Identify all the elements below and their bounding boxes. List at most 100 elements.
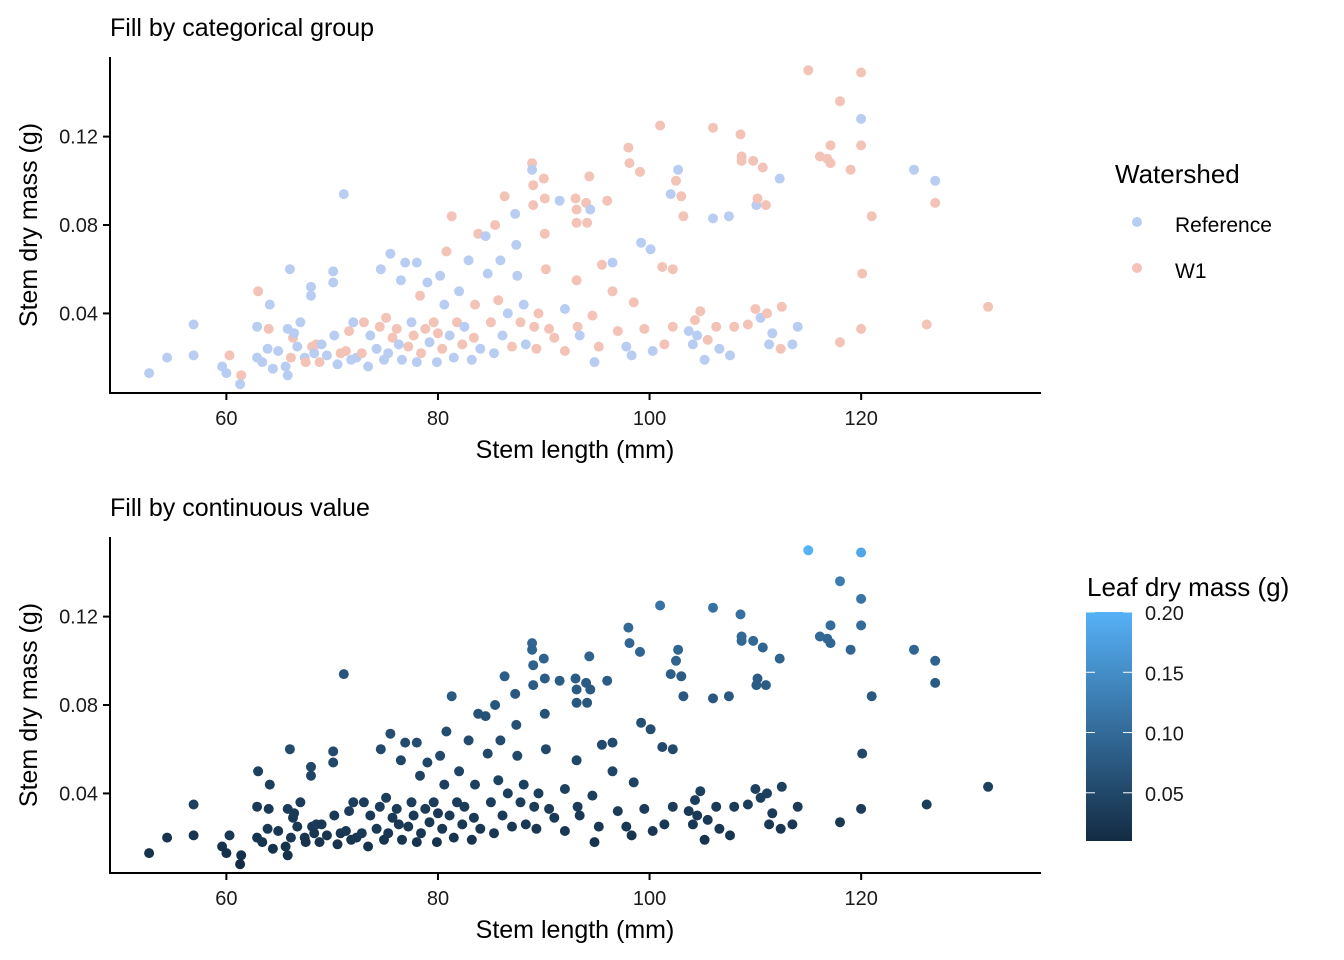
data-point xyxy=(415,770,425,781)
data-point xyxy=(328,266,339,277)
data-point xyxy=(371,823,382,834)
data-point xyxy=(714,343,725,354)
data-point xyxy=(374,801,385,812)
data-point xyxy=(144,848,155,859)
x-axis-title: Stem length (mm) xyxy=(476,436,675,464)
data-point xyxy=(314,837,325,848)
data-point xyxy=(572,801,583,812)
data-point xyxy=(571,684,582,695)
data-point xyxy=(306,290,316,301)
data-point xyxy=(457,819,468,830)
data-point xyxy=(538,173,549,184)
legend-label-w1: W1 xyxy=(1175,260,1207,283)
data-point xyxy=(433,328,443,339)
data-point xyxy=(406,317,417,328)
colorbar xyxy=(1086,612,1132,841)
data-point xyxy=(162,352,173,363)
data-point xyxy=(655,120,666,131)
data-point xyxy=(930,677,941,688)
data-point xyxy=(340,826,351,836)
data-point xyxy=(607,737,618,748)
data-point xyxy=(803,545,814,556)
data-point xyxy=(711,801,722,812)
data-point xyxy=(752,673,763,684)
data-point xyxy=(624,158,635,169)
data-point xyxy=(692,330,703,341)
data-point xyxy=(856,323,867,334)
y-tick-label: 0.08 xyxy=(59,215,98,237)
data-point xyxy=(665,189,676,200)
data-point xyxy=(224,350,235,361)
data-point xyxy=(454,286,465,297)
legend-item-w1: W1 xyxy=(1132,260,1207,283)
data-point xyxy=(236,850,247,861)
data-point xyxy=(383,348,394,359)
data-point xyxy=(825,620,836,631)
data-point xyxy=(711,321,722,332)
data-point xyxy=(528,660,539,671)
data-point xyxy=(587,790,598,801)
data-point xyxy=(511,239,522,250)
data-point xyxy=(485,797,496,808)
data-point xyxy=(475,343,486,354)
data-point xyxy=(391,323,402,334)
data-point xyxy=(857,268,868,279)
data-point xyxy=(457,339,468,350)
data-point xyxy=(381,312,392,323)
data-point xyxy=(667,264,678,275)
chart-title: Fill by categorical group xyxy=(110,14,374,42)
data-point xyxy=(803,65,814,76)
data-point xyxy=(678,691,689,702)
x-tick-label: 80 xyxy=(427,888,449,910)
data-point xyxy=(393,819,404,830)
data-point xyxy=(439,299,450,310)
data-point xyxy=(607,286,618,297)
data-point xyxy=(585,204,596,215)
data-point xyxy=(723,211,734,222)
data-point xyxy=(391,803,402,814)
data-point xyxy=(329,330,340,341)
data-point xyxy=(365,810,376,821)
data-point xyxy=(757,642,768,653)
data-point xyxy=(444,330,455,341)
data-point xyxy=(321,830,332,841)
data-point xyxy=(602,195,613,206)
data-point xyxy=(787,819,798,830)
data-point xyxy=(397,354,407,365)
data-point xyxy=(921,799,932,810)
data-point xyxy=(395,275,406,286)
data-point xyxy=(856,803,867,814)
data-point xyxy=(309,828,320,839)
data-point xyxy=(338,189,349,200)
data-point xyxy=(441,246,452,257)
data-point xyxy=(748,155,759,166)
data-point xyxy=(825,638,836,649)
data-point xyxy=(695,786,706,797)
data-point xyxy=(835,576,845,587)
data-point xyxy=(776,301,787,312)
data-point xyxy=(403,341,414,352)
data-point xyxy=(375,264,386,275)
data-point xyxy=(356,348,367,359)
data-point xyxy=(983,781,994,792)
data-point xyxy=(431,837,442,848)
data-point xyxy=(475,823,486,834)
data-point xyxy=(406,797,417,808)
colorbar-tick-label: 0.10 xyxy=(1145,724,1184,746)
data-point xyxy=(667,801,678,812)
y-ticks: 0.04 0.08 0.12 xyxy=(59,127,110,325)
data-point xyxy=(338,669,349,680)
data-point xyxy=(589,837,600,848)
data-point xyxy=(316,819,327,830)
data-point xyxy=(340,346,351,356)
x-tick-label: 60 xyxy=(215,408,237,430)
data-point xyxy=(623,142,634,153)
data-point xyxy=(667,321,678,332)
data-point xyxy=(835,337,845,348)
data-point xyxy=(482,268,493,279)
data-point xyxy=(659,819,670,830)
data-point xyxy=(448,832,459,843)
data-point xyxy=(835,817,845,828)
x-ticks: 60 80 100 120 xyxy=(215,873,878,910)
data-point xyxy=(439,779,450,790)
